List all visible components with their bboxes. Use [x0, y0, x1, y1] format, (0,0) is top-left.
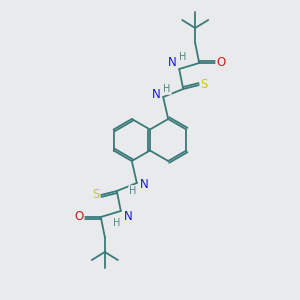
Text: S: S	[92, 188, 100, 202]
Text: H: H	[129, 186, 136, 196]
Text: N: N	[123, 211, 132, 224]
Text: S: S	[200, 79, 208, 92]
Text: N: N	[152, 88, 161, 101]
Text: H: H	[179, 52, 187, 62]
Text: N: N	[140, 178, 148, 191]
Text: H: H	[164, 84, 171, 94]
Text: O: O	[74, 211, 83, 224]
Text: N: N	[168, 56, 177, 70]
Text: H: H	[113, 218, 121, 228]
Text: O: O	[217, 56, 226, 70]
